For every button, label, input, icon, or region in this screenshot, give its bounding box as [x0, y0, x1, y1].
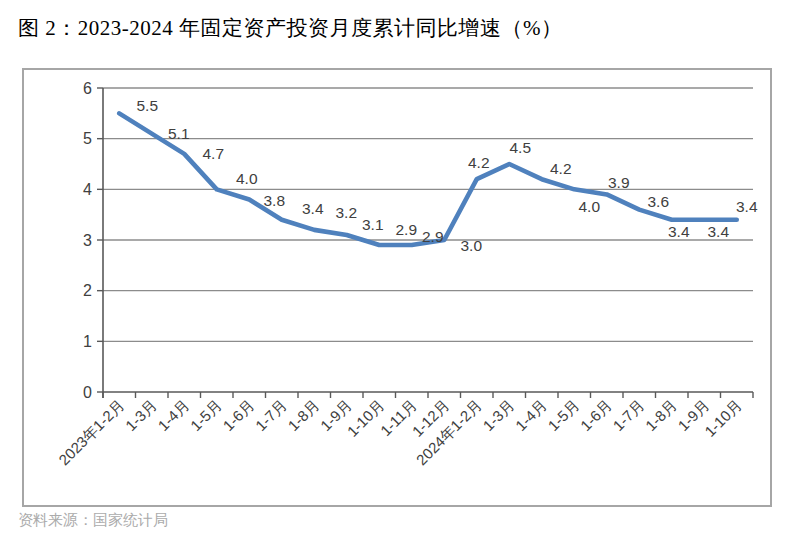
y-tick-label: 1 — [83, 333, 92, 350]
data-label: 3.4 — [707, 223, 729, 240]
data-label: 2.9 — [395, 221, 417, 238]
data-label: 3.6 — [647, 193, 669, 210]
data-label: 2.9 — [422, 228, 444, 245]
data-label: 4.0 — [578, 198, 600, 215]
y-tick-label: 3 — [83, 232, 92, 249]
x-tick-label: 1-8月 — [284, 396, 322, 434]
x-tick-label: 1-10月 — [701, 396, 745, 440]
data-label: 3.4 — [736, 198, 758, 215]
data-label: 4.2 — [550, 160, 572, 177]
x-tick-label: 1-3月 — [479, 396, 517, 434]
source-note: 资料来源：国家统计局 — [18, 511, 168, 530]
x-tick-label: 1-4月 — [154, 396, 192, 434]
data-label: 5.5 — [136, 97, 158, 114]
x-tick-label: 1-5月 — [187, 396, 225, 434]
x-tick-label: 1-7月 — [609, 396, 647, 434]
x-tick-label: 1-10月 — [344, 396, 388, 440]
y-tick-label: 2 — [83, 282, 92, 299]
data-label: 3.4 — [302, 200, 324, 217]
chart-frame: 01234562023年1-2月1-3月1-4月1-5月1-6月1-7月1-8月… — [22, 68, 772, 507]
x-tick-label: 2023年1-2月 — [55, 396, 127, 468]
x-tick-label: 1-8月 — [642, 396, 680, 434]
y-tick-label: 6 — [83, 80, 92, 97]
y-tick-label: 5 — [83, 130, 92, 147]
data-label: 3.2 — [335, 204, 357, 221]
data-label: 4.7 — [202, 145, 224, 162]
x-tick-label: 1-5月 — [544, 396, 582, 434]
x-tick-label: 1-6月 — [577, 396, 615, 434]
figure-title: 图 2：2023-2024 年固定资产投资月度累计同比增速（%） — [18, 14, 563, 42]
data-label: 3.1 — [362, 216, 384, 233]
data-label: 4.5 — [509, 139, 531, 156]
x-tick-label: 1-3月 — [122, 396, 160, 434]
data-label: 5.1 — [168, 125, 190, 142]
data-label: 3.8 — [263, 192, 285, 209]
data-label: 3.4 — [668, 223, 690, 240]
y-tick-label: 0 — [83, 384, 92, 401]
data-label: 4.0 — [236, 170, 258, 187]
x-tick-label: 1-6月 — [219, 396, 257, 434]
x-tick-label: 1-4月 — [512, 396, 550, 434]
x-tick-label: 1-7月 — [252, 396, 290, 434]
series-line — [119, 113, 737, 245]
data-label: 3.0 — [460, 237, 482, 254]
data-label: 3.9 — [608, 174, 630, 191]
line-chart: 01234562023年1-2月1-3月1-4月1-5月1-6月1-7月1-8月… — [24, 70, 770, 505]
data-label: 4.2 — [468, 154, 490, 171]
y-tick-label: 4 — [83, 181, 92, 198]
